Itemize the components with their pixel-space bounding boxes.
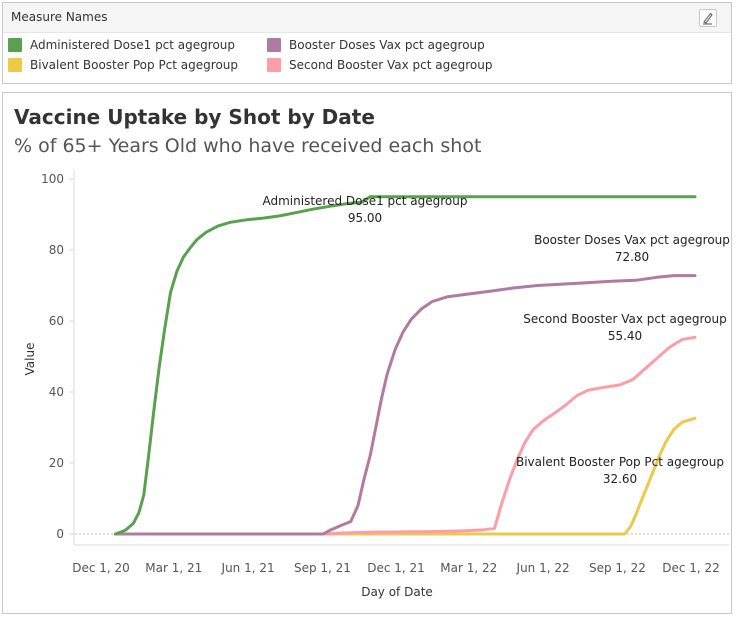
x-tick-label: Dec 1, 22 — [662, 561, 720, 575]
y-tick-label: 20 — [49, 456, 64, 470]
edit-colors-button[interactable] — [699, 9, 717, 27]
legend-label: Booster Doses Vax pct agegroup — [289, 38, 485, 52]
y-tick-label: 40 — [49, 385, 64, 399]
y-tick-label: 100 — [41, 172, 64, 186]
x-tick-label: Jun 1, 22 — [516, 561, 570, 575]
chart-subtitle: % of 65+ Years Old who have received eac… — [14, 135, 482, 157]
annotation-label-booster-doses-vax-pct-agegroup: Booster Doses Vax pct agegroup — [534, 233, 730, 247]
legend-swatch-dose1 — [8, 38, 22, 52]
legend-label: Second Booster Vax pct agegroup — [289, 58, 493, 72]
series-line-bivalent-booster-pop-pct-agegroup[interactable] — [114, 416, 697, 536]
annotation-label-bivalent-booster-pop-pct-agegroup: Bivalent Booster Pop Pct agegroup — [516, 455, 724, 469]
legend-panel: Measure Names Administered Dose1 pct age… — [2, 2, 732, 84]
x-tick-label: Sep 1, 22 — [589, 561, 646, 575]
legend-swatch-bivalent — [8, 58, 22, 72]
x-tick-label: Mar 1, 21 — [145, 561, 202, 575]
series-line-second-booster-vax-pct-agegroup[interactable] — [114, 335, 697, 536]
legend-swatch-booster — [267, 38, 281, 52]
legend-header: Measure Names — [3, 3, 731, 33]
y-tick-label: 0 — [56, 527, 64, 541]
annotation-value-administered-dose1-pct-agegroup: 95.00 — [348, 211, 382, 225]
line-chart[interactable]: 0 20 40 60 80 100 Dec 1, 20 Mar 1, 21 Jun 1, 21 S… — [3, 93, 731, 613]
y-tick-label: 60 — [49, 314, 64, 328]
legend-label: Bivalent Booster Pop Pct agegroup — [30, 58, 239, 72]
annotation-label-administered-dose1-pct-agegroup: Administered Dose1 pct agegroup — [262, 194, 467, 208]
x-tick-label: Dec 1, 21 — [367, 561, 425, 575]
y-tick-label: 80 — [49, 243, 64, 257]
annotation-label-second-booster-vax-pct-agegroup: Second Booster Vax pct agegroup — [523, 312, 726, 326]
legend-label: Administered Dose1 pct agegroup — [30, 38, 236, 52]
annotation-value-second-booster-vax-pct-agegroup: 55.40 — [608, 329, 642, 343]
annotation-value-booster-doses-vax-pct-agegroup: 72.80 — [615, 250, 649, 264]
series-line-administered-dose1-pct-agegroup[interactable] — [114, 195, 697, 536]
chart-panel: Vaccine Uptake by Shot by Date % of 65+ … — [2, 92, 732, 614]
chart-title: Vaccine Uptake by Shot by Date — [14, 105, 375, 129]
x-tick-label: Dec 1, 20 — [72, 561, 130, 575]
legend-swatch-second-booster — [267, 58, 281, 72]
x-tick-label: Jun 1, 21 — [221, 561, 275, 575]
series-line-booster-doses-vax-pct-agegroup[interactable] — [114, 274, 697, 536]
legend-title: Measure Names — [11, 10, 108, 24]
x-axis-title: Day of Date — [361, 585, 433, 599]
annotation-value-bivalent-booster-pop-pct-agegroup: 32.60 — [603, 472, 637, 486]
x-tick-label: Sep 1, 21 — [294, 561, 351, 575]
y-axis-title: Value — [23, 343, 37, 376]
pen-icon — [703, 12, 713, 25]
x-tick-label: Mar 1, 22 — [440, 561, 497, 575]
